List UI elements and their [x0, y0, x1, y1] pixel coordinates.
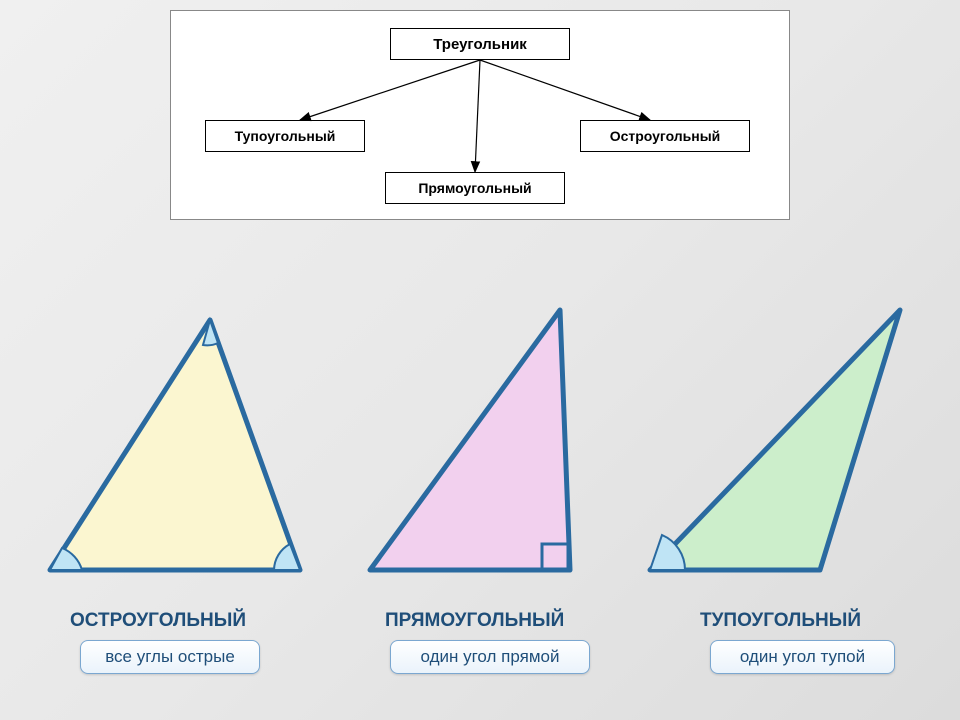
triangle-title-acute: ОСТРОУГОЛЬНЫЙ: [70, 610, 246, 632]
triangle-caption-acute: все углы острые: [80, 640, 260, 674]
hierarchy-arrows: [0, 0, 960, 260]
triangle-right: [340, 300, 640, 600]
triangle-obtuse: [640, 300, 960, 600]
triangle-caption-obtuse: один угол тупой: [710, 640, 895, 674]
triangle-acute: [30, 310, 330, 600]
triangle-caption-right: один угол прямой: [390, 640, 590, 674]
triangle-title-right: ПРЯМОУГОЛЬНЫЙ: [385, 610, 564, 632]
triangle-title-obtuse: ТУПОУГОЛЬНЫЙ: [700, 610, 861, 632]
